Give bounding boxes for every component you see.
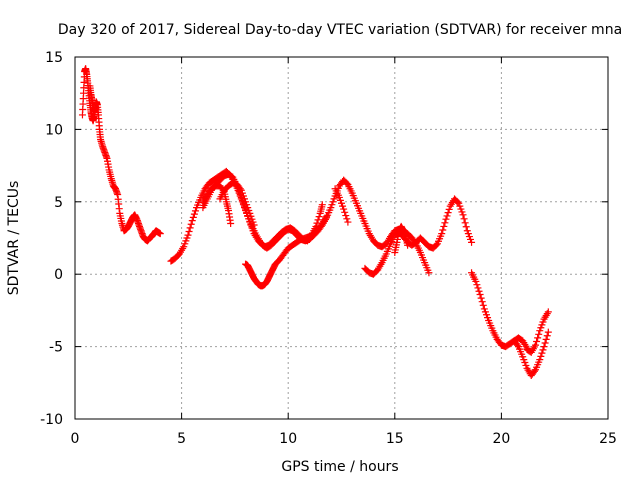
data-point — [478, 298, 486, 306]
data-point — [92, 104, 100, 112]
series-arc6c — [510, 334, 531, 352]
data-point — [190, 210, 198, 218]
y-tick-label: 5 — [54, 195, 63, 211]
data-point — [342, 212, 350, 220]
data-point — [444, 209, 452, 217]
data-point — [536, 356, 544, 364]
y-axis-label: SDTVAR / TECUs — [6, 181, 22, 296]
series-arc1b — [86, 82, 100, 116]
data-point — [532, 341, 540, 349]
data-point — [184, 231, 192, 239]
data-point — [542, 335, 550, 343]
series-arc5b — [331, 185, 352, 226]
plot-frame — [74, 56, 609, 420]
x-axis-label: GPS time / hours — [281, 459, 398, 475]
data-point — [541, 339, 549, 347]
data-point — [468, 238, 476, 246]
data-point — [343, 215, 351, 223]
data-point — [341, 208, 349, 216]
data-point — [533, 338, 541, 346]
series-arc5c — [391, 222, 412, 256]
data-point — [191, 207, 199, 215]
data-point — [462, 223, 470, 231]
x-tick-label: 15 — [386, 431, 404, 447]
data-point — [538, 349, 546, 357]
data-point — [461, 219, 469, 227]
x-tick-label: 25 — [599, 431, 617, 447]
data-point — [543, 332, 551, 340]
data-point — [479, 301, 487, 309]
data-point — [544, 308, 552, 316]
data-point — [432, 241, 440, 249]
series-arc4c — [199, 182, 235, 228]
x-tick-label: 20 — [492, 431, 510, 447]
data-point — [323, 212, 331, 220]
chart-title: Day 320 of 2017, Sidereal Day-to-day VTE… — [58, 22, 622, 38]
data-point — [440, 222, 448, 230]
data-point — [442, 215, 450, 223]
data-point — [227, 220, 235, 228]
data-point — [477, 294, 485, 302]
y-tick-label: -5 — [49, 340, 63, 356]
data-point — [534, 334, 542, 342]
data-point — [445, 205, 453, 213]
axis-ticks: 0 5 10 15 20 25 -10 -5 0 5 10 15 — [40, 50, 617, 447]
x-tick-label: 5 — [177, 431, 186, 447]
y-tick-label: -10 — [40, 412, 63, 428]
data-point — [535, 330, 543, 338]
data-point — [219, 186, 227, 194]
data-point — [344, 218, 352, 226]
data-point — [454, 198, 462, 206]
data-point — [473, 281, 481, 289]
data-point — [460, 215, 468, 223]
data-point — [537, 352, 545, 360]
data-point — [441, 219, 449, 227]
x-tick-label: 10 — [279, 431, 297, 447]
data-point — [185, 227, 193, 235]
data-point — [439, 226, 447, 234]
data-point — [530, 367, 538, 375]
data-point — [539, 346, 547, 354]
series-arc4 — [242, 212, 331, 290]
data-point — [443, 212, 451, 220]
data-point — [156, 230, 164, 238]
data-point — [476, 290, 484, 298]
data-point — [236, 185, 244, 193]
data-point — [459, 211, 467, 219]
data-point — [318, 201, 326, 209]
data-points — [78, 65, 552, 380]
data-point — [186, 224, 194, 232]
data-point — [315, 213, 323, 221]
data-point — [540, 343, 548, 351]
data-point — [474, 284, 482, 292]
data-point — [189, 213, 197, 221]
data-point — [438, 230, 446, 238]
y-tick-label: 15 — [45, 50, 63, 66]
data-point — [475, 287, 483, 295]
data-point — [523, 344, 531, 352]
data-point — [314, 216, 322, 224]
x-tick-label: 0 — [71, 431, 80, 447]
y-tick-label: 0 — [54, 267, 63, 283]
data-point — [404, 241, 412, 249]
data-point — [544, 328, 552, 336]
data-point — [250, 221, 258, 229]
data-point — [472, 277, 480, 285]
data-point — [187, 220, 195, 228]
data-point — [188, 217, 196, 225]
data-point — [340, 205, 348, 213]
data-point — [513, 341, 521, 349]
series-arc6b — [523, 308, 552, 356]
data-point — [425, 269, 433, 277]
y-tick-label: 10 — [45, 122, 63, 138]
